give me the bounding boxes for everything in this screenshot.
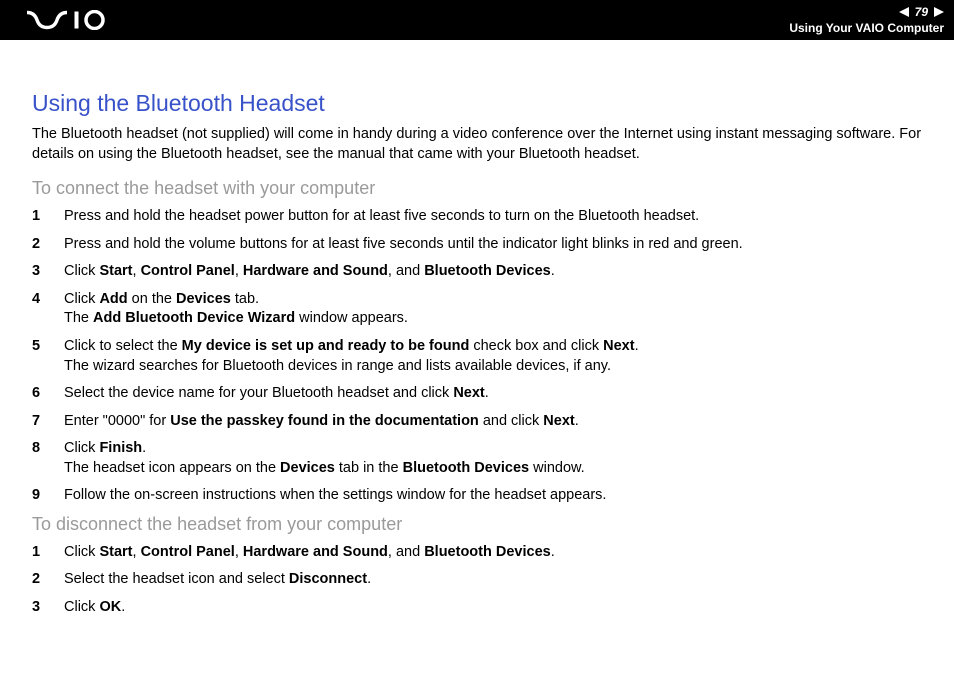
- step: Press and hold the volume buttons for at…: [32, 235, 922, 255]
- step: Select the device name for your Bluetoot…: [32, 384, 922, 404]
- vaio-logo: [22, 0, 132, 40]
- step: Click Start, Control Panel, Hardware and…: [32, 543, 922, 563]
- step: Click Add on the Devices tab.The Add Blu…: [32, 290, 922, 329]
- page-content: Using the Bluetooth Headset The Bluetoot…: [0, 40, 954, 646]
- connect-heading: To connect the headset with your compute…: [32, 178, 922, 199]
- step: Click Finish.The headset icon appears on…: [32, 439, 922, 478]
- next-page-icon[interactable]: [934, 7, 944, 17]
- disconnect-steps: Click Start, Control Panel, Hardware and…: [32, 543, 922, 618]
- step: Click to select the My device is set up …: [32, 337, 922, 376]
- disconnect-heading: To disconnect the headset from your comp…: [32, 514, 922, 535]
- section-label: Using Your VAIO Computer: [789, 21, 944, 35]
- page-header: 79 Using Your VAIO Computer: [0, 0, 954, 40]
- step: Enter "0000" for Use the passkey found i…: [32, 412, 922, 432]
- connect-steps: Press and hold the headset power button …: [32, 207, 922, 506]
- intro-text: The Bluetooth headset (not supplied) wil…: [32, 125, 922, 164]
- step: Select the headset icon and select Disco…: [32, 570, 922, 590]
- page-number: 79: [915, 5, 928, 19]
- prev-page-icon[interactable]: [899, 7, 909, 17]
- header-right: 79 Using Your VAIO Computer: [789, 5, 944, 35]
- step: Click OK.: [32, 598, 922, 618]
- step: Click Start, Control Panel, Hardware and…: [32, 262, 922, 282]
- step: Press and hold the headset power button …: [32, 207, 922, 227]
- page-title: Using the Bluetooth Headset: [32, 90, 922, 117]
- step: Follow the on-screen instructions when t…: [32, 486, 922, 506]
- page-nav: 79: [899, 5, 944, 19]
